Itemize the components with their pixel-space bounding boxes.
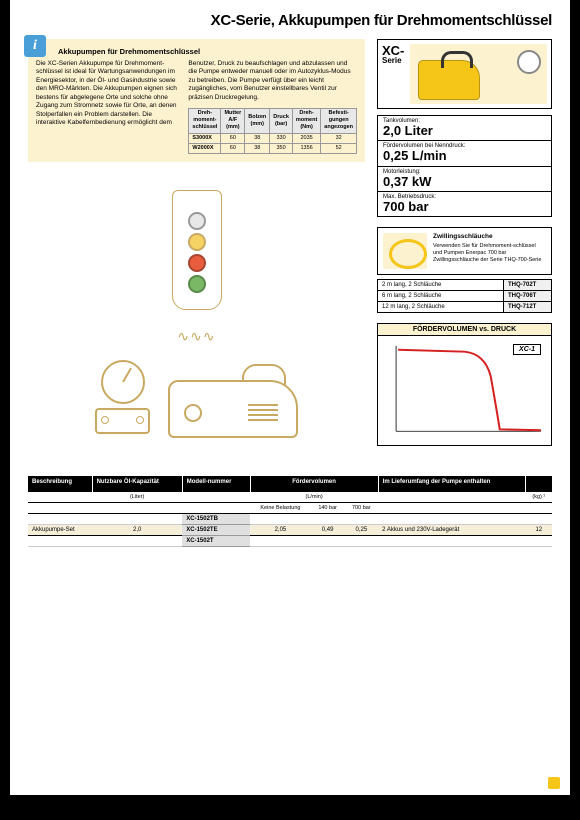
hose-title: Zwillingsschläuche bbox=[433, 233, 546, 241]
page-title: XC-Serie, Akkupumpen für Drehmomentschlü… bbox=[28, 12, 552, 29]
cable-icon: ∿∿∿ bbox=[28, 328, 365, 345]
chart: XC-1 bbox=[377, 336, 552, 446]
hose-text: Verwenden Sie für Drehmoment-schlüssel u… bbox=[433, 243, 541, 263]
hose-desc: 6 m lang, 2 Schläuche bbox=[378, 291, 504, 302]
pump-drawing bbox=[168, 360, 298, 438]
info-icon: i bbox=[24, 35, 46, 57]
hose-table: 2 m lang, 2 SchläucheTHQ-702T6 m lang, 2… bbox=[377, 279, 552, 313]
pendant-drawing bbox=[172, 190, 222, 310]
chart-title: FÖRDERVOLUMEN vs. DRUCK bbox=[377, 323, 552, 336]
wrench-table: Dreh-moment-schlüsselMutter A/F (mm)Bolz… bbox=[188, 108, 357, 154]
hose-box: Zwillingsschläuche Verwenden Sie für Dre… bbox=[377, 227, 552, 275]
product-image bbox=[410, 44, 547, 104]
hose-model: THQ-712T bbox=[504, 302, 552, 313]
hose-image bbox=[383, 233, 427, 269]
info-text-1: Die XC-Serien Akkupumpe für Drehmoment-s… bbox=[36, 60, 178, 154]
gauge-drawing bbox=[95, 360, 150, 438]
hose-model: THQ-706T bbox=[504, 291, 552, 302]
hose-desc: 2 m lang, 2 Schläuche bbox=[378, 280, 504, 291]
hose-model: THQ-702T bbox=[504, 280, 552, 291]
hero-box: XC-Serie bbox=[377, 39, 552, 109]
spec-row: Tankvolumen:2,0 Liter bbox=[377, 115, 552, 141]
spec-row: Max. Betriebsdruck:700 bar bbox=[377, 192, 552, 217]
spec-table: BeschreibungNutzbare Öl-KapazitätModell-… bbox=[28, 476, 552, 547]
info-heading: Akkupumpen für Drehmomentschlüssel bbox=[58, 47, 357, 56]
hose-desc: 12 m lang, 2 Schläuche bbox=[378, 302, 504, 313]
info-text-2: Benutzer, Druck zu beaufschlagen und abz… bbox=[188, 60, 357, 154]
brand-icon bbox=[548, 777, 560, 789]
prod-desc: Akkupumpe-Set bbox=[28, 524, 92, 535]
spec-row: Motorleistung:0,37 kW bbox=[377, 167, 552, 192]
chart-series-label: XC-1 bbox=[513, 344, 541, 355]
spec-row: Fördervolumen bei Nenndruck:0,25 L/min bbox=[377, 141, 552, 166]
info-box: i Akkupumpen für Drehmomentschlüssel Die… bbox=[28, 39, 365, 162]
